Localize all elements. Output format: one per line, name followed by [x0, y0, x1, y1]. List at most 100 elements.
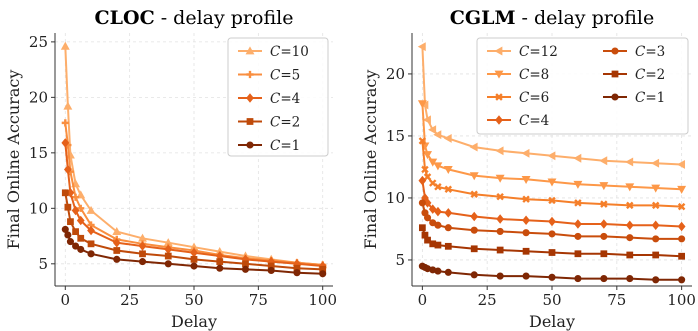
legend-label: C=5 — [270, 68, 300, 84]
data-point — [61, 189, 69, 197]
data-point — [522, 229, 530, 237]
y-tick-label: 10 — [29, 199, 48, 217]
data-point — [677, 202, 686, 211]
data-point — [77, 204, 85, 212]
legend-label: C=6 — [519, 90, 549, 106]
legend: C=10 C=5 C=4 C=2 C=1 — [227, 37, 329, 157]
data-point — [422, 115, 431, 125]
data-point — [72, 242, 80, 250]
data-point — [678, 252, 686, 260]
data-point — [600, 274, 608, 283]
data-point — [548, 196, 556, 205]
legend-marker — [245, 46, 255, 55]
data-point — [443, 166, 453, 175]
data-point — [444, 224, 452, 232]
data-point — [677, 221, 686, 232]
data-point — [64, 203, 72, 211]
data-point — [548, 273, 556, 281]
data-point — [61, 119, 69, 127]
data-point — [496, 272, 504, 280]
data-point — [574, 250, 582, 258]
data-point — [216, 264, 224, 272]
legend-label: C=3 — [635, 44, 665, 60]
y-tick-label: 25 — [29, 33, 48, 51]
legend: C=12 C=8 C=6 C=4 C=3 C=2 C=1 — [476, 37, 689, 135]
x-tick-label: 50 — [184, 291, 203, 309]
data-point — [626, 251, 634, 259]
data-point — [651, 201, 660, 210]
legend-marker — [495, 93, 503, 101]
data-point — [77, 245, 85, 253]
legend-label: C=1 — [635, 90, 665, 106]
chart-panel-1: 0 25 50 75 100 5 10 15 20 25 Delay Final Online Acc… — [4, 7, 337, 331]
data-point — [521, 175, 531, 184]
data-point — [67, 218, 74, 226]
data-point — [72, 228, 79, 236]
series-C=2 — [61, 189, 327, 273]
data-point — [469, 142, 478, 152]
data-point — [77, 234, 85, 242]
data-point — [573, 180, 583, 189]
data-point — [678, 235, 686, 243]
data-point — [470, 211, 479, 222]
data-point — [434, 183, 442, 191]
data-point — [677, 160, 686, 169]
legend-item: C=2 — [603, 67, 665, 83]
data-point — [522, 215, 530, 226]
data-point — [63, 164, 72, 175]
data-point — [626, 274, 634, 283]
data-point — [470, 226, 478, 234]
data-point — [470, 245, 478, 253]
legend-box — [227, 37, 329, 157]
data-point — [496, 246, 504, 254]
data-point — [139, 250, 146, 258]
data-point — [470, 271, 478, 279]
legend-item: C=6 — [487, 90, 549, 106]
data-point — [423, 151, 433, 160]
data-point — [600, 200, 608, 208]
legend-item: C=2 — [238, 115, 300, 131]
data-point — [652, 235, 660, 243]
data-point — [444, 242, 452, 250]
data-point — [63, 101, 73, 110]
data-point — [71, 205, 80, 216]
data-point — [495, 146, 504, 156]
data-point — [87, 240, 95, 248]
data-point — [434, 267, 442, 275]
data-point — [71, 193, 80, 201]
data-point — [651, 184, 661, 193]
data-point — [60, 41, 70, 50]
legend-item: C=5 — [238, 68, 300, 84]
data-point — [574, 199, 582, 207]
series-C=12 — [417, 42, 686, 169]
data-point — [428, 125, 437, 135]
data-point — [496, 214, 505, 224]
data-point — [574, 274, 582, 283]
data-point — [522, 195, 530, 203]
x-tick-label: 50 — [542, 291, 561, 309]
legend-label: C=2 — [635, 67, 665, 83]
series-C=2 — [418, 224, 686, 260]
data-point — [599, 182, 609, 191]
data-point — [434, 241, 442, 249]
chart-panel-2: 0 25 50 75 100 5 10 15 20 Delay Final Online Accur… — [361, 7, 696, 331]
data-point — [64, 231, 72, 239]
y-tick-label: 5 — [395, 251, 405, 269]
data-point — [625, 220, 634, 230]
data-point — [444, 208, 453, 218]
legend-label: C=1 — [270, 138, 300, 154]
data-point — [86, 205, 96, 214]
legend-label: C=10 — [270, 44, 309, 60]
legend-item: C=12 — [487, 44, 558, 60]
series-C=1 — [61, 225, 327, 278]
data-point — [417, 100, 427, 109]
data-point — [626, 201, 634, 210]
legend-item: C=3 — [603, 44, 665, 60]
data-point — [548, 216, 556, 227]
data-point — [418, 175, 427, 186]
legend-marker — [246, 141, 254, 149]
data-point — [600, 250, 608, 258]
y-axis-label: Final Online Accuracy — [361, 70, 380, 250]
data-point — [418, 137, 427, 145]
